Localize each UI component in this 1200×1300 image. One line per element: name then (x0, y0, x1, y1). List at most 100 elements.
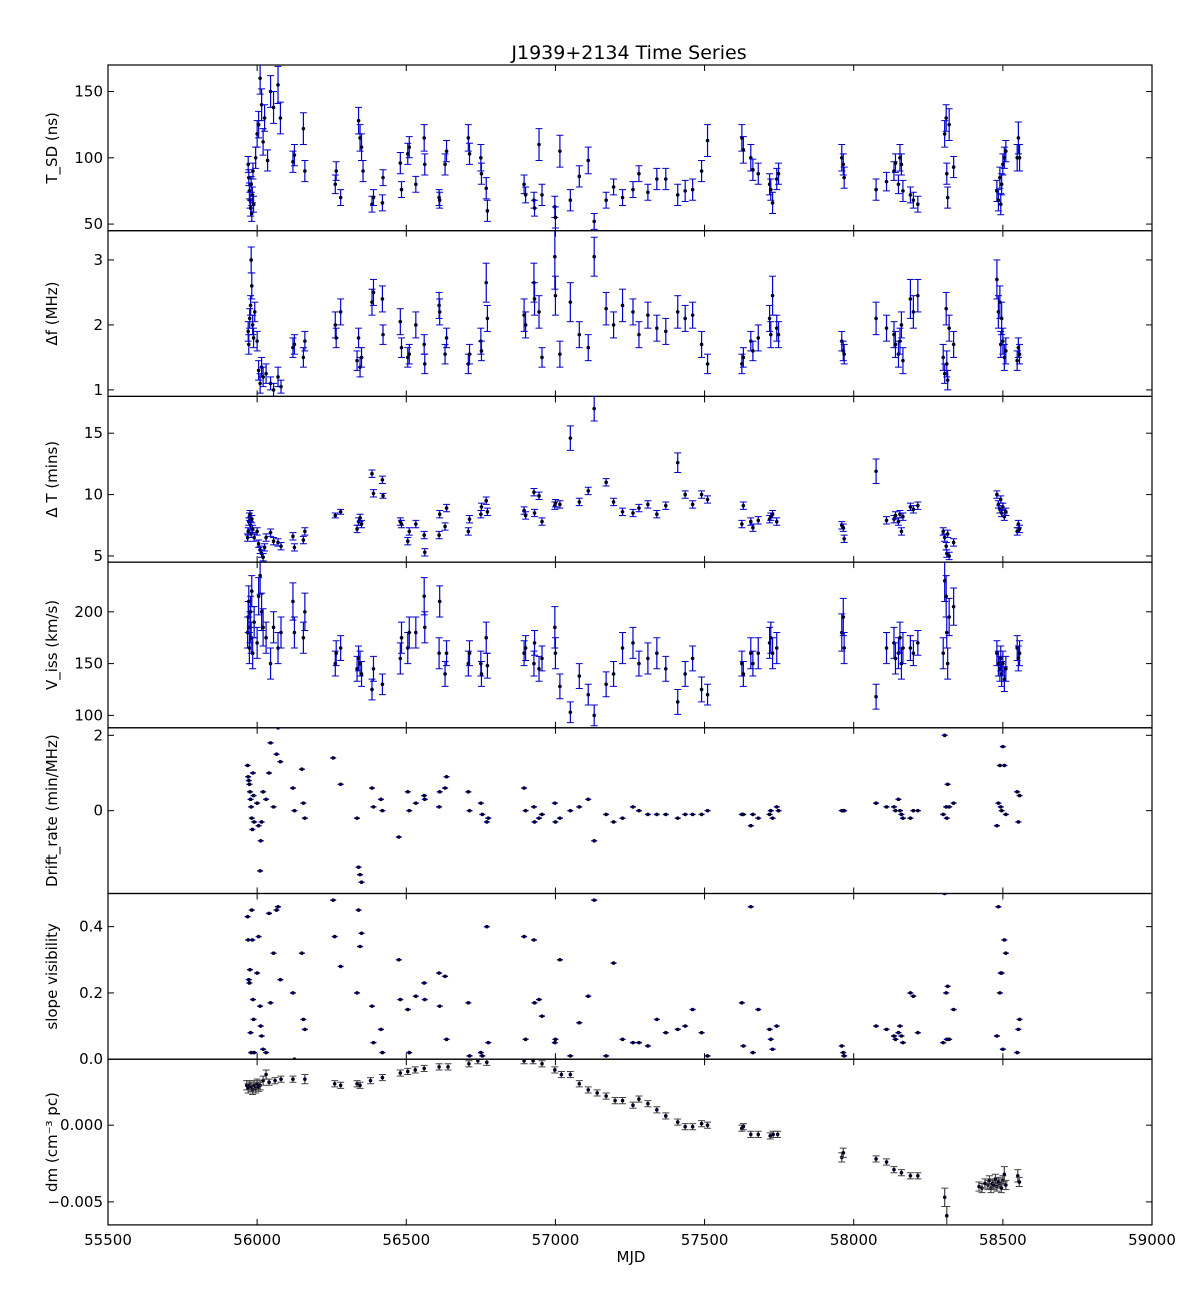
data-point (767, 178, 775, 201)
point-marker (250, 651, 255, 656)
data-point (358, 519, 366, 529)
point-marker (998, 805, 1003, 809)
point-marker (523, 1037, 528, 1042)
y-tick-label: 0.0 (79, 1050, 103, 1068)
data-point (464, 650, 472, 677)
data-point (998, 808, 1005, 813)
point-marker (655, 651, 659, 656)
point-marker (998, 342, 1003, 347)
point-marker (942, 1195, 947, 1200)
data-point (946, 1037, 953, 1042)
data-point (944, 529, 952, 539)
point-marker (558, 684, 562, 689)
data-point (662, 167, 670, 191)
point-marker (947, 326, 951, 330)
data-point (522, 1037, 529, 1042)
data-point (998, 971, 1005, 975)
data-point (698, 812, 705, 817)
point-marker (250, 938, 255, 942)
data-point (775, 162, 783, 185)
data-point (895, 1030, 902, 1035)
data-point (301, 816, 308, 820)
point-marker (371, 195, 376, 200)
point-marker (951, 165, 956, 169)
point-marker (251, 336, 256, 340)
point-marker (646, 313, 650, 317)
point-marker (255, 641, 259, 645)
point-marker (279, 630, 283, 635)
data-point (556, 134, 564, 168)
point-marker (532, 938, 536, 942)
data-point (738, 650, 746, 677)
point-marker (604, 306, 608, 311)
point-marker (631, 641, 635, 645)
point-marker (258, 1004, 262, 1008)
data-point (910, 994, 917, 999)
point-marker (842, 175, 846, 180)
data-point (477, 340, 485, 362)
point-marker (467, 517, 472, 521)
data-point (337, 635, 345, 661)
data-point (944, 647, 952, 680)
y-tick-label: 3 (93, 251, 103, 269)
data-point (539, 1014, 546, 1018)
point-marker (951, 540, 956, 545)
point-marker (577, 500, 582, 504)
point-marker (631, 511, 635, 515)
point-marker (276, 83, 280, 87)
data-point (521, 934, 528, 939)
data-point (531, 282, 539, 316)
data-point (898, 1034, 905, 1038)
point-marker (355, 816, 359, 820)
data-point (248, 816, 255, 820)
data-point (412, 175, 420, 193)
point-marker (356, 865, 361, 869)
point-marker (646, 812, 650, 817)
point-marker (250, 527, 255, 531)
point-marker (303, 339, 307, 343)
data-point (522, 635, 530, 661)
data-point (914, 629, 922, 656)
point-marker (839, 1044, 844, 1048)
data-point (337, 782, 344, 787)
data-point (591, 838, 598, 843)
data-point (590, 704, 598, 727)
point-marker (444, 651, 449, 656)
data-point (483, 820, 490, 824)
data-point (1000, 343, 1008, 371)
data-point (331, 512, 339, 519)
point-marker (466, 136, 471, 140)
point-marker (898, 1024, 902, 1028)
data-point (441, 153, 449, 176)
point-marker (998, 202, 1003, 206)
data-point (749, 158, 757, 181)
point-marker (333, 513, 338, 518)
data-point (738, 1001, 745, 1005)
data-point (899, 1040, 906, 1045)
data-point (420, 334, 428, 355)
point-marker (261, 625, 265, 630)
data-point (999, 327, 1007, 355)
data-point (1014, 1050, 1021, 1055)
point-marker (271, 388, 276, 392)
data-point (370, 1040, 377, 1045)
point-marker (901, 646, 905, 650)
point-marker (248, 303, 253, 308)
point-marker (532, 490, 536, 494)
data-point (644, 1100, 652, 1108)
point-marker (292, 808, 297, 813)
point-marker (941, 355, 945, 360)
point-marker (356, 908, 361, 912)
data-point (944, 369, 952, 391)
data-point (442, 786, 449, 790)
point-marker (898, 339, 902, 343)
data-point (290, 616, 298, 649)
data-point (266, 911, 273, 916)
point-marker (1017, 527, 1022, 531)
point-marker (604, 1094, 608, 1098)
point-marker (944, 594, 948, 599)
point-marker (479, 512, 483, 517)
data-point (483, 924, 490, 929)
data-point (674, 1118, 682, 1126)
